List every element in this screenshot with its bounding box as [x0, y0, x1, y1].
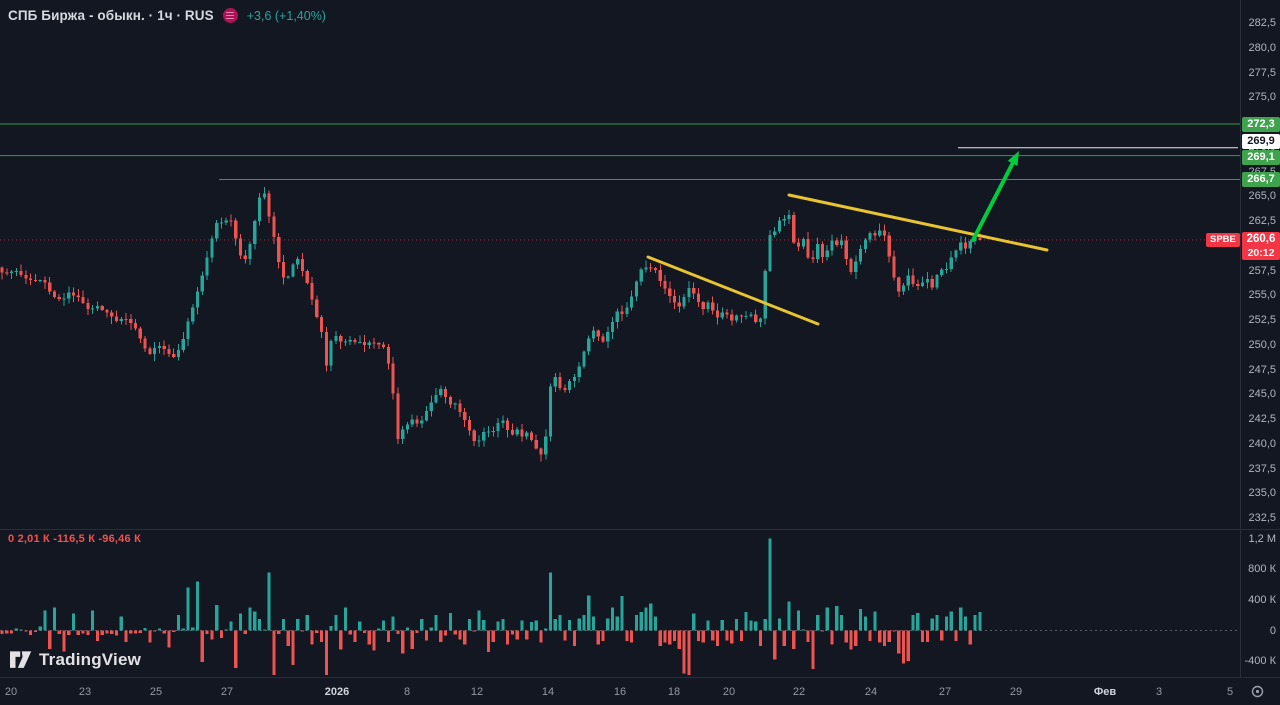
price-tick: 235,0	[1248, 487, 1276, 500]
time-axis[interactable]: 20 23 25 27 2026 8 12 14 16 18 20 22 24 27 29 Фев 3 5	[0, 677, 1280, 705]
time-label-27: 27	[220, 686, 234, 698]
time-label-12: 12	[470, 686, 484, 698]
price-tick: 232,5	[1248, 512, 1276, 525]
time-label-3: 3	[1155, 686, 1163, 698]
tradingview-logo-text: TradingView	[39, 650, 142, 669]
time-label-25: 25	[149, 686, 163, 698]
price-tick: 262,5	[1248, 215, 1276, 228]
time-label-20: 20	[4, 686, 18, 698]
price-tick: 247,5	[1248, 363, 1276, 376]
time-label-22: 22	[792, 686, 806, 698]
price-tick: 237,5	[1248, 462, 1276, 475]
price-level-label-269-1: 269,1	[1242, 150, 1280, 165]
price-tick: 245,0	[1248, 388, 1276, 401]
price-tick: 280,0	[1248, 41, 1276, 54]
price-tick: 252,5	[1248, 314, 1276, 327]
price-level-label-269-9: 269,9	[1242, 134, 1280, 149]
current-price-label: 260,6 20:12	[1242, 232, 1280, 261]
time-label-20: 20	[722, 686, 736, 698]
price-axis[interactable]: 282,5280,0277,5275,0272,5270,0267,5265,0…	[1240, 0, 1280, 677]
volume-tick: 800 К	[1248, 563, 1276, 576]
volume-tick: 0	[1269, 624, 1276, 637]
time-label-5: 5	[1226, 686, 1234, 698]
symbol-header: СПБ Биржа - обыкн. · 1ч · RUS +3,6 (+1,4…	[8, 8, 326, 23]
price-level-label-272-3: 272,3	[1242, 116, 1280, 132]
volume-tick: 400 К	[1248, 593, 1276, 606]
countdown-timer: 20:12	[1247, 247, 1275, 260]
volume-tick: -400 К	[1244, 655, 1276, 668]
time-label-23: 23	[78, 686, 92, 698]
time-label-Фев: Фев	[1093, 686, 1117, 698]
time-label-14: 14	[541, 686, 555, 698]
time-label-2026: 2026	[324, 686, 350, 698]
tradingview-logo[interactable]: TradingView	[10, 650, 141, 670]
price-tick: 240,0	[1248, 437, 1276, 450]
price-change: +3,6 (+1,40%)	[246, 8, 326, 23]
arrow-shaft	[971, 161, 1015, 242]
trendline-2	[787, 193, 1049, 252]
symbol-title[interactable]: СПБ Биржа - обыкн. · 1ч · RUS	[8, 8, 214, 23]
time-label-8: 8	[403, 686, 411, 698]
price-tick: 275,0	[1248, 91, 1276, 104]
volume-bars	[0, 538, 982, 675]
tradingview-logo-icon	[10, 651, 32, 668]
price-tick: 265,0	[1248, 190, 1276, 203]
trendline-1	[646, 255, 820, 326]
price-tick: 257,5	[1248, 264, 1276, 277]
price-tick: 277,5	[1248, 66, 1276, 79]
time-label-24: 24	[864, 686, 878, 698]
price-tick: 255,0	[1248, 289, 1276, 302]
price-tick: 242,5	[1248, 413, 1276, 426]
price-tick: 282,5	[1248, 17, 1276, 30]
time-label-18: 18	[667, 686, 681, 698]
volume-tick: 1,2 М	[1248, 532, 1276, 545]
volume-indicator-values[interactable]: 0 2,01 К -116,5 К -96,46 К	[8, 533, 141, 545]
time-label-27: 27	[938, 686, 952, 698]
price-tick: 250,0	[1248, 338, 1276, 351]
current-price-value: 260,6	[1246, 233, 1276, 246]
arrow-head	[1007, 151, 1019, 166]
price-level-label-266-7: 266,7	[1242, 172, 1280, 187]
time-label-29: 29	[1009, 686, 1023, 698]
symbol-price-tag: SPBE	[1206, 232, 1240, 247]
candles	[0, 186, 982, 462]
axis-settings-gear-icon[interactable]	[1250, 684, 1265, 699]
time-label-16: 16	[613, 686, 627, 698]
ideas-badge-icon[interactable]	[222, 8, 238, 23]
